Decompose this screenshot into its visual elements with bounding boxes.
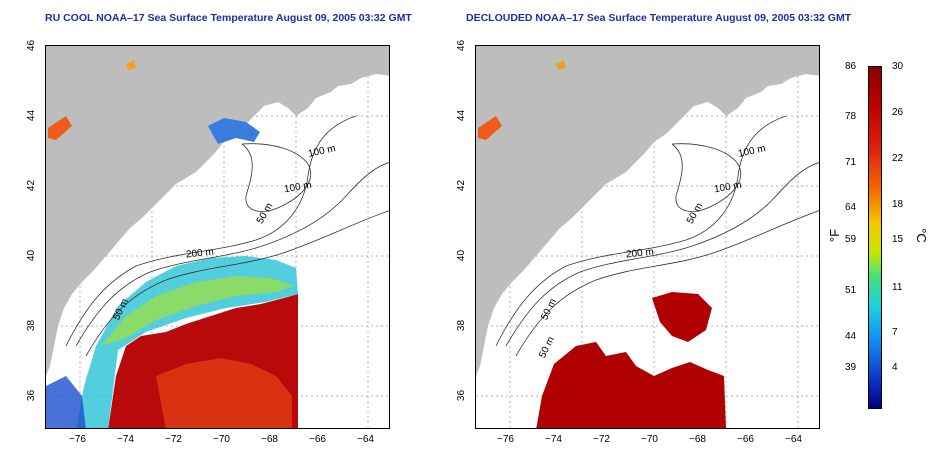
x-tick-label: −64 [357, 434, 374, 445]
x-tick-label: −72 [165, 434, 182, 445]
celsius-label: 7 [892, 327, 898, 338]
x-tick-label: −70 [213, 434, 230, 445]
sst-hot-spot [126, 60, 136, 70]
celsius-label: 11 [892, 282, 903, 293]
x-tick-label: −70 [641, 434, 658, 445]
sst-hot-spot [48, 116, 72, 140]
land-cape [794, 60, 819, 74]
bathymetry-contours [495, 115, 819, 357]
x-tick-label: −68 [261, 434, 278, 445]
x-tick-label: −68 [689, 434, 706, 445]
sst-green-patch [101, 276, 294, 346]
celsius-label: 26 [892, 107, 904, 118]
y-tick-label: 36 [456, 389, 468, 402]
y-tick-label: 46 [26, 39, 38, 52]
fahrenheit-label: 71 [845, 157, 857, 168]
sst-declouded-patch [652, 292, 712, 342]
sst-hot-spot [556, 60, 566, 70]
land-mass [46, 46, 389, 376]
left-sst-map: 100 m 100 m 50 m 200 m 50 m [45, 45, 390, 429]
temperature-colorbar [868, 66, 882, 409]
fahrenheit-label: 59 [845, 234, 857, 245]
sst-hot-spot [478, 116, 502, 140]
fahrenheit-label: 39 [845, 362, 857, 373]
land-cape [364, 60, 389, 74]
celsius-unit: °C [913, 228, 929, 243]
fahrenheit-label: 64 [845, 202, 857, 213]
y-tick-label: 44 [456, 109, 468, 122]
left-map-graphic [46, 46, 389, 428]
x-tick-label: −72 [593, 434, 610, 445]
sst-hot-region [156, 358, 292, 428]
sst-declouded-south [536, 342, 726, 428]
fahrenheit-label: 51 [845, 285, 857, 296]
y-tick-label: 38 [26, 319, 38, 332]
sst-north-patch [208, 118, 260, 144]
y-tick-label: 46 [456, 39, 468, 52]
fahrenheit-label: 86 [845, 61, 857, 72]
right-map-graphic [476, 46, 819, 428]
celsius-label: 18 [892, 199, 904, 210]
fahrenheit-unit: °F [827, 228, 843, 243]
celsius-label: 4 [892, 362, 898, 373]
x-tick-label: −74 [545, 434, 562, 445]
right-sst-map: 100 m 100 m 50 m 200 m 50 m 50 m [475, 45, 820, 429]
x-tick-label: −64 [785, 434, 802, 445]
x-tick-label: −74 [117, 434, 134, 445]
x-tick-label: −66 [737, 434, 754, 445]
left-map-title: RU COOL NOAA–17 Sea Surface Temperature … [45, 12, 412, 24]
x-tick-label: −76 [497, 434, 514, 445]
y-tick-label: 44 [26, 109, 38, 122]
fahrenheit-label: 78 [845, 111, 857, 122]
y-tick-label: 42 [26, 179, 38, 192]
x-tick-label: −76 [69, 434, 86, 445]
y-tick-label: 40 [26, 249, 38, 262]
land-mass [476, 46, 819, 376]
y-tick-label: 38 [456, 319, 468, 332]
y-tick-label: 42 [456, 179, 468, 192]
sst-blue-coast [46, 376, 86, 428]
x-tick-label: −66 [309, 434, 326, 445]
y-tick-label: 40 [456, 249, 468, 262]
fahrenheit-label: 44 [845, 331, 857, 342]
celsius-label: 22 [892, 153, 904, 164]
bathymetry-contours [65, 115, 389, 357]
y-tick-label: 36 [26, 389, 38, 402]
celsius-label: 15 [892, 234, 904, 245]
celsius-label: 30 [892, 61, 904, 72]
right-map-title: DECLOUDED NOAA–17 Sea Surface Temperatur… [466, 12, 852, 24]
